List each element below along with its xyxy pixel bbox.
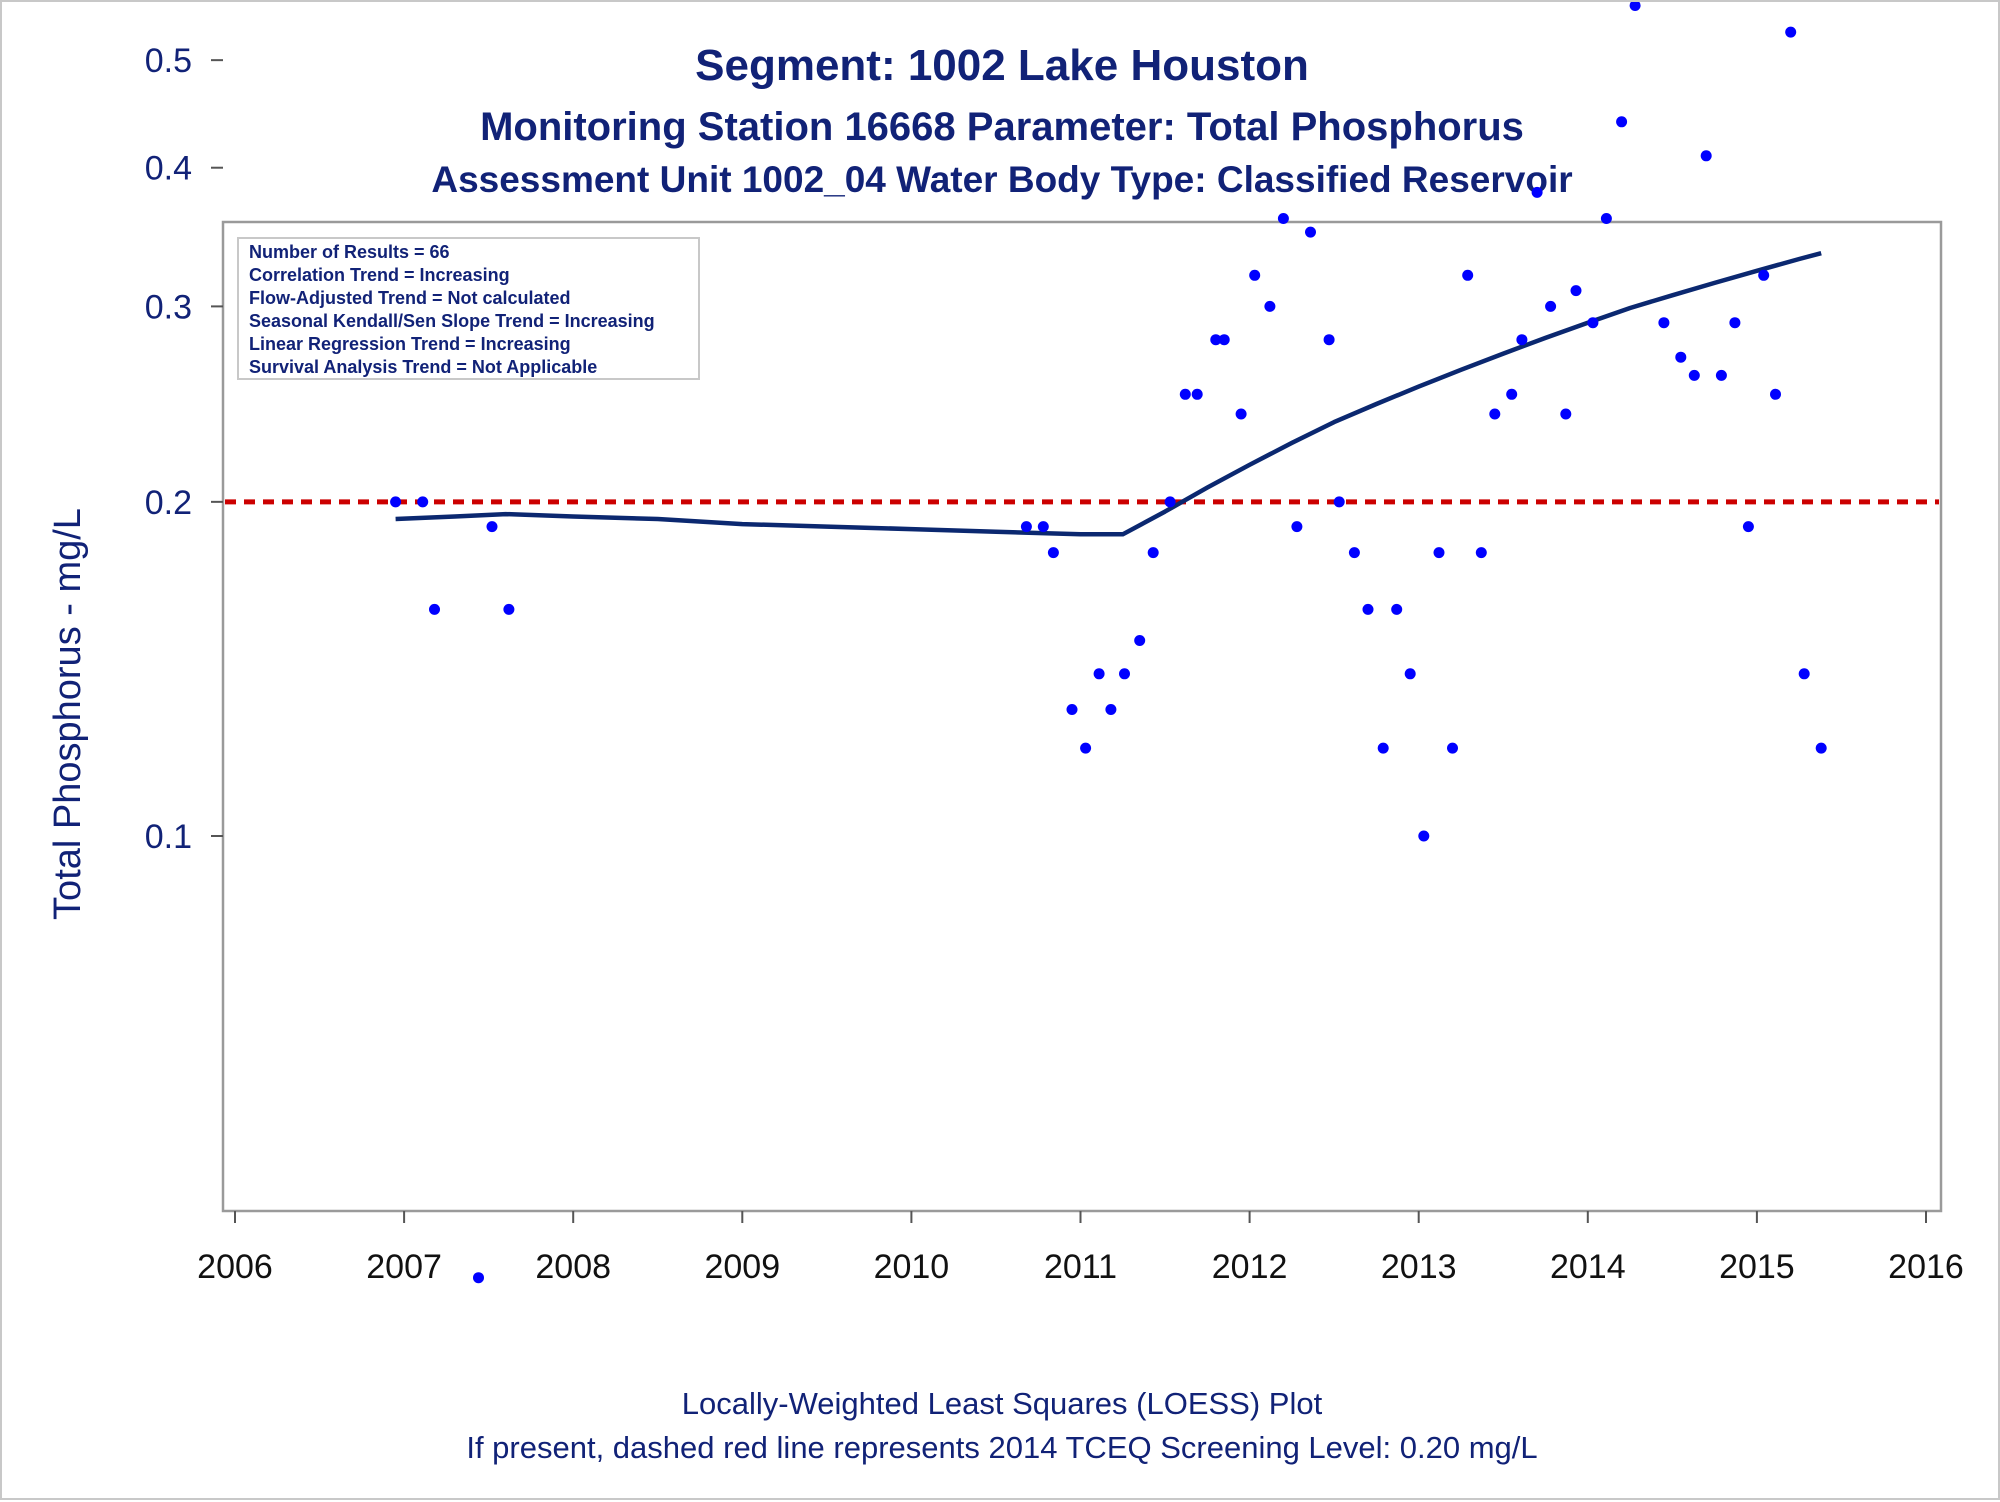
data-point [1119,668,1130,680]
axis-ticks: 2006 2007 2008 2009 2010 2011 2012 2013 2014 2015… [145,42,1964,1286]
data-point [1506,388,1518,400]
y-tick-label: 0.3 [145,288,192,326]
y-tick-label: 0.1 [145,818,192,856]
data-point [1560,408,1572,420]
data-point [473,1272,484,1284]
chart-subtitle-station: Monitoring Station 16668 Parameter: Tota… [480,105,1524,149]
data-point [1798,668,1810,680]
data-point [1235,408,1247,420]
x-tick-label: 2014 [1550,1248,1626,1286]
data-point [1462,269,1474,281]
data-point [1531,186,1543,198]
data-point [429,603,440,615]
data-point [1191,388,1203,400]
data-point [1770,388,1781,400]
data-point [1362,603,1374,615]
data-point [1377,742,1389,754]
data-point [503,603,515,615]
x-tick-label: 2016 [1888,1248,1964,1286]
data-point [1218,334,1230,346]
data-point [1516,334,1528,346]
loess-curve [395,251,1822,537]
loess-line [395,251,1822,537]
trend-summary-line: Seasonal Kendall/Sen Slope Trend = Incre… [249,311,655,331]
data-point [1758,269,1770,281]
y-tick-label: 0.5 [145,42,192,80]
x-tick-label: 2015 [1719,1248,1795,1286]
x-tick-label: 2008 [535,1248,611,1286]
x-tick-label: 2012 [1212,1248,1288,1286]
x-tick-label: 2007 [366,1248,442,1286]
data-point [1093,668,1105,680]
trend-summary-line: Number of Results = 66 [249,242,450,262]
data-point [1658,317,1670,329]
data-point [1080,742,1092,754]
data-point [1489,408,1501,420]
x-tick-label: 2009 [704,1248,780,1286]
data-point [1249,269,1261,281]
data-point [1305,226,1316,238]
data-point [1391,603,1403,615]
data-point [390,496,402,508]
data-point [1545,300,1557,312]
data-point [1616,116,1628,128]
data-point [1815,742,1827,754]
trend-summary-line: Correlation Trend = Increasing [249,265,510,285]
plot-area [221,220,1943,1213]
data-point [1348,547,1360,559]
trend-summary-border [237,237,700,380]
data-point [1333,496,1345,508]
data-point [1729,317,1741,329]
x-tick-label: 2006 [197,1248,273,1286]
data-point [1134,635,1146,646]
data-point [1210,334,1222,346]
data-point [1020,521,1032,533]
data-point [1600,213,1612,224]
data-point [1587,317,1599,329]
data-point [486,521,498,533]
data-point [1475,547,1487,559]
data-point [1742,521,1754,533]
y-axis-label: Total Phosphorus - mg/L [47,508,89,920]
data-point [1418,830,1430,842]
data-point [1675,351,1687,363]
y-tick-label: 0.2 [145,484,192,522]
data-point [1164,496,1176,508]
chart-title: Segment: 1002 Lake Houston [695,41,1309,90]
data-point [1715,369,1727,381]
chart-subtitle-assessment: Assessment Unit 1002_04 Water Body Type:… [431,159,1572,200]
x-tick-label: 2013 [1381,1248,1457,1286]
data-point [1785,26,1797,38]
x-tick-label: 2011 [1044,1248,1117,1286]
data-point [1105,704,1117,715]
data-point [1264,300,1276,312]
footnote-screening: If present, dashed red line represents 2… [466,1430,1537,1465]
trend-summary-box: Number of Results = 66 Correlation Trend… [237,237,700,380]
data-point [1047,547,1059,559]
data-point [1700,150,1712,162]
data-point [1447,742,1458,754]
trend-summary-line: Flow-Adjusted Trend = Not calculated [249,288,571,308]
data-point [1570,285,1582,297]
footnote-loess: Locally-Weighted Least Squares (LOESS) P… [682,1386,1323,1421]
x-tick-label: 2010 [874,1248,950,1286]
data-point [417,496,429,508]
data-point [1433,547,1445,559]
data-point [1179,388,1191,400]
data-point [1291,521,1303,533]
data-point [1629,2,1641,11]
data-point [1404,668,1416,680]
y-tick-label: 0.4 [145,150,192,188]
trend-summary-line: Survival Analysis Trend = Not Applicable [249,357,597,377]
data-point [1066,704,1078,715]
data-point [1037,521,1049,533]
data-point [1147,547,1159,559]
data-point [1277,213,1289,224]
trend-summary-line: Linear Regression Trend = Increasing [249,334,571,354]
data-point [1688,369,1700,381]
data-point [1323,334,1335,346]
